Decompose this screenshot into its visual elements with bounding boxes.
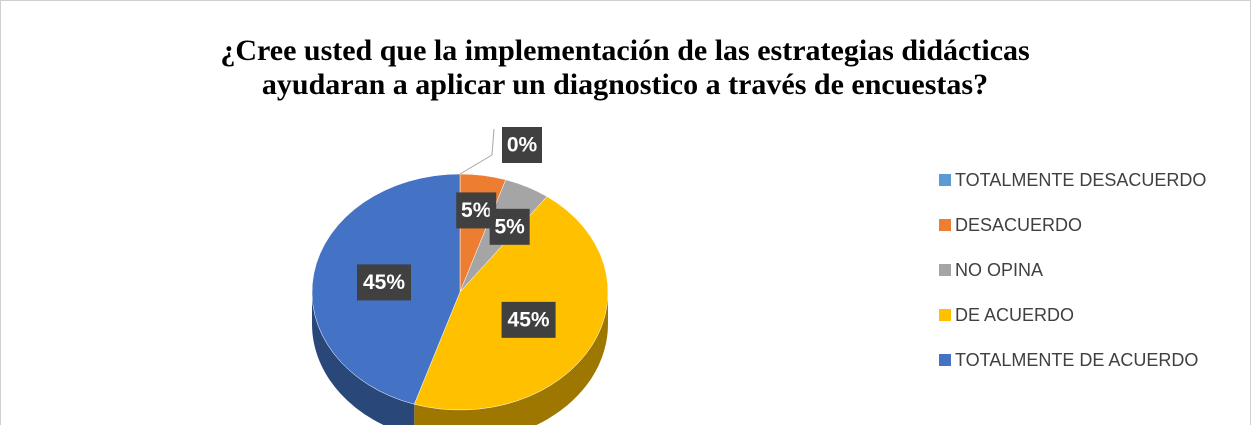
legend-label: TOTALMENTE DESACUERDO bbox=[955, 170, 1206, 190]
legend-swatch bbox=[939, 174, 951, 186]
leader-line bbox=[459, 128, 495, 175]
slice-side bbox=[414, 292, 608, 425]
data-label: 45% bbox=[363, 271, 405, 294]
data-label-box bbox=[356, 264, 411, 301]
data-label: 5% bbox=[461, 199, 492, 222]
data-label-box bbox=[456, 192, 497, 229]
legend-swatch bbox=[939, 309, 951, 321]
data-label-box bbox=[502, 127, 542, 163]
slice-side bbox=[312, 292, 415, 425]
legend-swatch bbox=[939, 354, 951, 366]
data-label-box bbox=[501, 301, 556, 338]
data-label: 5% bbox=[494, 215, 525, 238]
data-label: 0% bbox=[507, 134, 538, 157]
data-label: 45% bbox=[508, 308, 550, 331]
legend-label: DE ACUERDO bbox=[955, 305, 1074, 325]
legend-swatch bbox=[939, 219, 951, 231]
data-label-box bbox=[489, 208, 530, 245]
legend-label: DESACUERDO bbox=[955, 215, 1082, 235]
legend-swatch bbox=[939, 264, 951, 276]
legend-label: NO OPINA bbox=[955, 260, 1043, 280]
legend-label: TOTALMENTE DE ACUERDO bbox=[955, 350, 1198, 370]
chart-title: ¿Cree usted que la implementación de las… bbox=[220, 34, 1030, 101]
